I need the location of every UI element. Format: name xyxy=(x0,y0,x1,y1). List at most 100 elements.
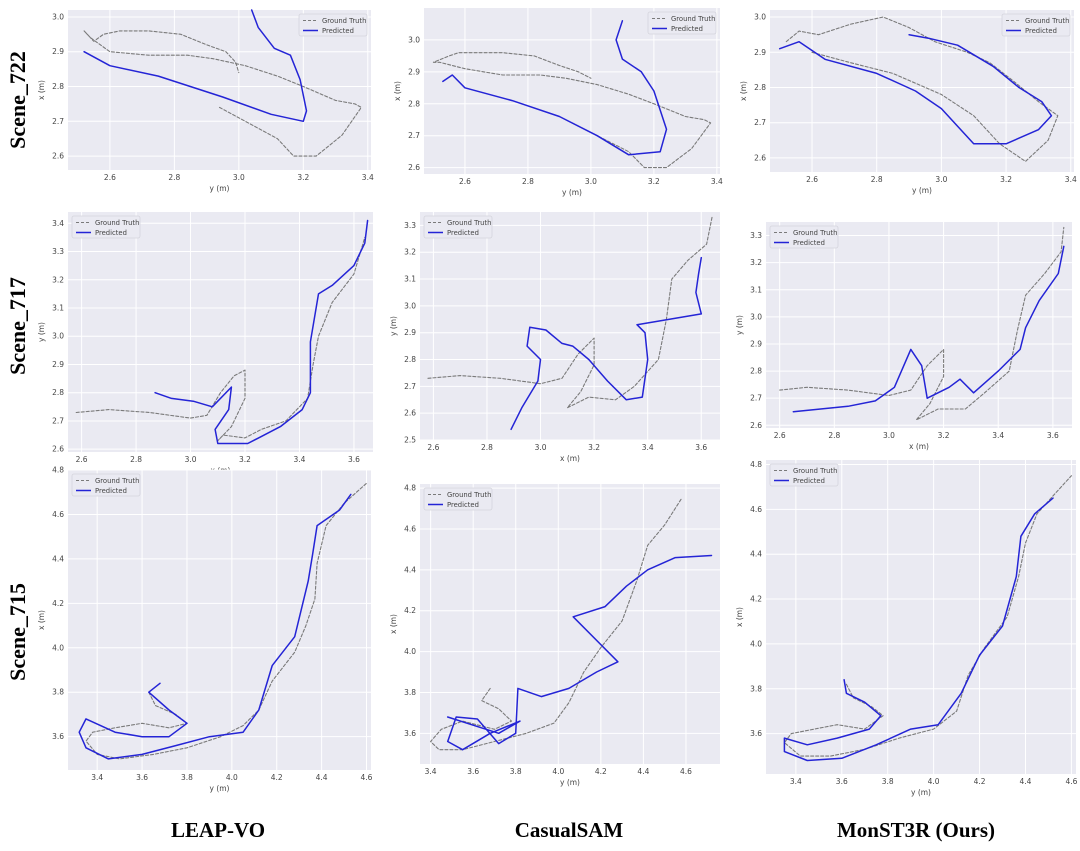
x-tick-label: 4.6 xyxy=(680,767,692,776)
y-tick-label: 2.6 xyxy=(52,152,64,161)
y-tick-label: 2.8 xyxy=(408,99,420,108)
trajectory-plot-4: 2.6 2.8 3.0 3.2 3.4 3.6 2.5 2.6 2.7 2.8 2.9 3.0 3.1 3… xyxy=(389,212,720,463)
trajectory-plot-6: 3.4 3.6 3.8 4.0 4.2 4.4 4.6 3.6 3.8 4.0 4.2 4.4 4.6 4… xyxy=(37,466,373,794)
x-tick-label: 3.2 xyxy=(648,177,660,186)
ground-truth-line xyxy=(83,30,362,157)
x-tick-label: 2.8 xyxy=(522,177,534,186)
y-tick-label: 3.2 xyxy=(52,275,64,284)
x-tick-label: 3.4 xyxy=(91,773,103,782)
y-tick-label: 3.1 xyxy=(750,285,762,294)
legend-predicted-label: Predicted xyxy=(793,477,825,485)
legend-ground-truth-label: Ground Truth xyxy=(793,467,837,475)
trajectory-plot-5: 2.6 2.8 3.0 3.2 3.4 3.6 2.6 2.7 2.8 2.9 3.0 3.1 3.2 3… xyxy=(735,222,1072,451)
x-tick-label: 3.6 xyxy=(695,443,707,452)
x-tick-label: 4.4 xyxy=(316,773,328,782)
y-tick-label: 4.4 xyxy=(750,550,762,559)
x-tick-label: 2.8 xyxy=(828,431,840,440)
y-tick-label: 3.6 xyxy=(404,729,416,738)
x-tick-label: 3.6 xyxy=(348,455,360,464)
y-tick-label: 2.8 xyxy=(404,355,416,364)
y-tick-label: 4.8 xyxy=(404,484,416,493)
x-tick-label: 3.0 xyxy=(883,431,895,440)
legend-ground-truth-label: Ground Truth xyxy=(447,491,491,499)
x-axis-label: y (m) xyxy=(560,778,580,787)
x-axis-label: y (m) xyxy=(210,184,230,193)
x-axis-label: y (m) xyxy=(911,788,931,797)
y-axis-label: x (m) xyxy=(389,614,398,634)
x-tick-label: 4.0 xyxy=(928,777,940,786)
y-tick-label: 2.9 xyxy=(404,328,416,337)
y-tick-label: 4.0 xyxy=(52,643,64,652)
col-label-leap-vo: LEAP-VO xyxy=(170,818,266,842)
x-tick-label: 4.6 xyxy=(1065,777,1077,786)
x-tick-label: 3.6 xyxy=(136,773,148,782)
legend-ground-truth-label: Ground Truth xyxy=(322,17,366,25)
y-tick-label: 3.0 xyxy=(754,13,766,22)
predicted-line xyxy=(783,497,1054,762)
x-tick-label: 3.8 xyxy=(181,773,193,782)
y-tick-label: 2.8 xyxy=(52,82,64,91)
y-tick-label: 3.0 xyxy=(52,332,64,341)
plot-area xyxy=(420,484,720,764)
y-tick-label: 2.9 xyxy=(52,360,64,369)
x-tick-label: 3.8 xyxy=(882,777,894,786)
y-tick-label: 4.6 xyxy=(404,524,416,533)
plot-area xyxy=(424,8,720,174)
y-tick-label: 2.6 xyxy=(750,421,762,430)
y-tick-label: 2.7 xyxy=(750,394,762,403)
y-tick-label: 2.9 xyxy=(754,48,766,57)
predicted-line xyxy=(442,20,668,156)
y-tick-label: 2.7 xyxy=(754,118,766,127)
x-tick-label: 3.4 xyxy=(362,173,374,182)
ground-truth-line xyxy=(430,497,683,751)
x-tick-label: 3.0 xyxy=(585,177,597,186)
y-tick-label: 2.7 xyxy=(404,382,416,391)
y-tick-label: 2.6 xyxy=(404,409,416,418)
x-tick-label: 2.8 xyxy=(481,443,493,452)
legend: Ground Truth Predicted xyxy=(71,473,141,497)
x-tick-label: 2.6 xyxy=(806,175,818,184)
x-tick-label: 3.2 xyxy=(1000,175,1012,184)
ground-truth-line xyxy=(432,52,712,169)
y-tick-label: 3.1 xyxy=(404,275,416,284)
y-tick-label: 4.6 xyxy=(750,505,762,514)
x-tick-label: 2.6 xyxy=(104,173,116,182)
x-tick-label: 3.0 xyxy=(535,443,547,452)
plot-area xyxy=(68,470,371,770)
trajectory-plot-7: 3.4 3.6 3.8 4.0 4.2 4.4 4.6 3.6 3.8 4.0 4.2 4.4 4.6 4… xyxy=(389,484,720,787)
legend: Ground Truth Predicted xyxy=(769,463,839,487)
plot-area xyxy=(68,10,371,170)
legend-ground-truth-label: Ground Truth xyxy=(95,477,139,485)
y-tick-label: 2.7 xyxy=(408,131,420,140)
x-tick-label: 2.6 xyxy=(427,443,439,452)
y-tick-label: 4.0 xyxy=(404,647,416,656)
y-tick-label: 2.8 xyxy=(52,388,64,397)
predicted-line xyxy=(83,9,308,123)
legend-ground-truth-label: Ground Truth xyxy=(671,15,715,23)
y-axis-label: x (m) xyxy=(37,610,46,630)
y-tick-label: 4.2 xyxy=(52,599,64,608)
legend-predicted-label: Predicted xyxy=(447,229,479,237)
plot-area xyxy=(420,212,720,440)
x-tick-label: 3.4 xyxy=(1065,175,1077,184)
legend: Ground Truth Predicted xyxy=(1001,13,1071,37)
legend: Ground Truth Predicted xyxy=(298,13,368,37)
y-tick-label: 3.0 xyxy=(52,12,64,21)
y-tick-label: 2.7 xyxy=(52,416,64,425)
y-tick-label: 3.8 xyxy=(404,688,416,697)
y-tick-label: 3.0 xyxy=(404,301,416,310)
y-axis-label: y (m) xyxy=(389,316,398,336)
legend-ground-truth-label: Ground Truth xyxy=(793,229,837,237)
y-tick-label: 4.2 xyxy=(750,595,762,604)
y-tick-label: 2.8 xyxy=(750,367,762,376)
y-tick-label: 2.9 xyxy=(750,339,762,348)
predicted-line xyxy=(154,219,369,445)
x-tick-label: 2.8 xyxy=(168,173,180,182)
y-axis-label: y (m) xyxy=(735,315,744,335)
predicted-line xyxy=(778,33,1053,145)
x-tick-label: 3.6 xyxy=(1047,431,1059,440)
legend-ground-truth-label: Ground Truth xyxy=(1025,17,1069,25)
x-tick-label: 4.4 xyxy=(637,767,649,776)
x-axis-label: y (m) xyxy=(562,188,582,197)
x-axis-label: x (m) xyxy=(909,442,929,451)
